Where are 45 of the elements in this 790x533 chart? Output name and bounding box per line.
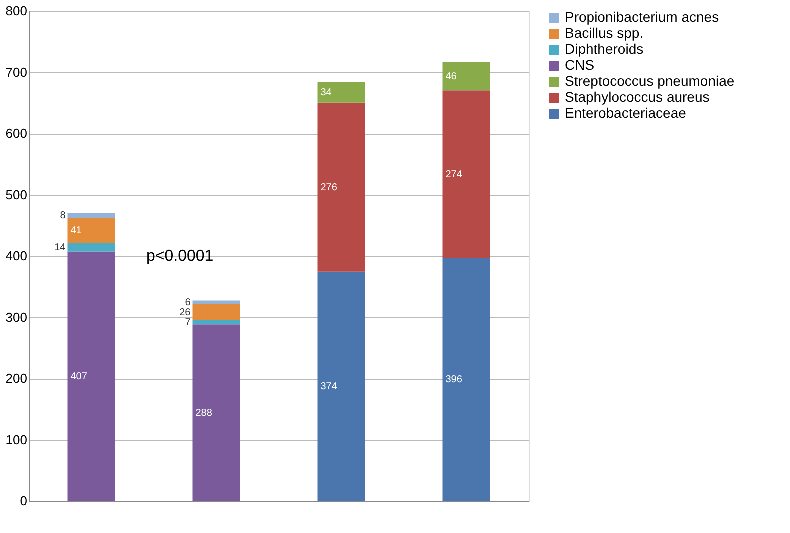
data-label: 407 [70, 371, 88, 382]
y-tick-label: 500 [6, 187, 28, 202]
bar [318, 102, 366, 272]
data-label: 276 [320, 182, 338, 194]
y-tick-label: 100 [6, 432, 28, 448]
bar [318, 82, 366, 103]
bar [192, 320, 240, 325]
data-label: 274 [446, 170, 463, 181]
y-tick-label: 0 [20, 494, 28, 508]
legend-label: Staphylococcus aureus [565, 89, 710, 105]
data-label: 34 [320, 87, 332, 98]
legend-label: Propionibacterium acnes [565, 9, 720, 25]
data-label: 14 [54, 242, 66, 254]
data-label: 374 [320, 381, 338, 392]
data-label: 288 [196, 408, 213, 419]
bar [68, 218, 116, 244]
bar [68, 252, 116, 501]
bar [68, 213, 116, 218]
y-tick-label: 200 [6, 371, 28, 386]
y-tick-label: 300 [6, 310, 28, 325]
data-label: 26 [180, 307, 192, 318]
legend-label: Diphtheroids [565, 41, 644, 57]
bar [442, 62, 490, 91]
bar [192, 300, 240, 304]
data-label: 6 [185, 298, 192, 309]
y-tick-label: 700 [6, 64, 28, 80]
legend-label: Bacillus spp. [565, 25, 644, 41]
bar [68, 243, 116, 252]
data-label: 396 [446, 374, 463, 386]
bar [442, 258, 490, 501]
y-tick-label: 800 [6, 4, 28, 18]
legend-label: Streptococcus pneumoniae [565, 73, 735, 89]
y-tick-label: 400 [6, 248, 28, 264]
y-tick-label: 600 [6, 126, 28, 141]
bar [442, 90, 490, 258]
bar [192, 324, 240, 501]
data-label: 8 [60, 210, 66, 222]
bar [318, 272, 366, 501]
data-label: 46 [446, 72, 458, 83]
annotation: p<0.0001 [146, 248, 214, 265]
legend-label: CNS [565, 57, 595, 73]
data-label: 41 [70, 226, 82, 237]
legend-label: Enterobacteriaceae [565, 105, 687, 121]
data-label: 7 [185, 317, 192, 328]
bar [192, 304, 240, 320]
